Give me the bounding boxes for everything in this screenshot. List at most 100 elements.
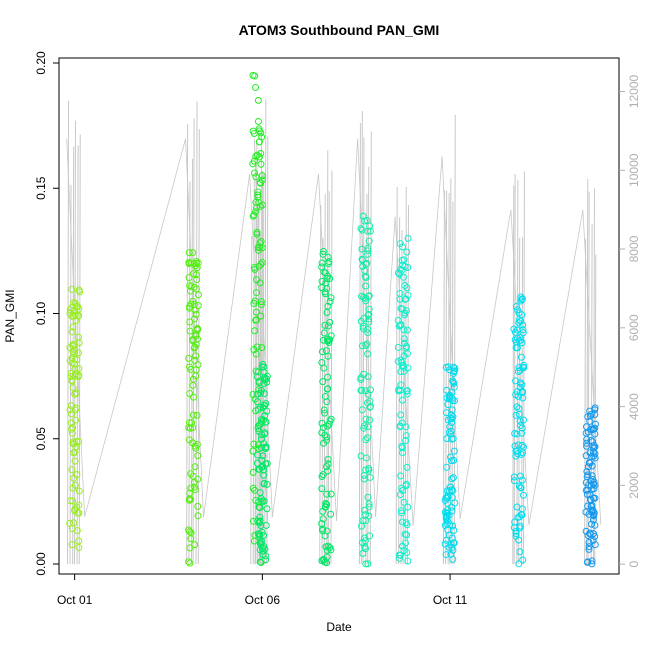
data-point	[327, 332, 335, 340]
data-point	[587, 410, 595, 418]
data-point	[186, 544, 194, 552]
y-tick-label: 0.10	[34, 301, 48, 325]
data-point	[251, 297, 259, 305]
data-point	[67, 419, 75, 427]
altitude-spike	[367, 166, 370, 565]
data-point	[261, 430, 269, 438]
data-point	[516, 366, 524, 374]
data-point	[322, 499, 330, 507]
data-point	[323, 433, 331, 441]
data-point	[327, 294, 335, 302]
data-point	[449, 555, 457, 563]
data-point	[362, 415, 370, 423]
y2-tick-label: 12000	[627, 74, 641, 108]
data-point	[189, 336, 197, 344]
transit-line	[84, 138, 186, 517]
data-point	[366, 227, 374, 235]
data-point	[359, 516, 367, 524]
data-point	[365, 292, 373, 300]
data-point	[323, 309, 331, 317]
data-point	[325, 258, 333, 266]
data-point	[395, 387, 403, 395]
data-point	[510, 477, 518, 485]
altitude-spike	[250, 235, 253, 565]
data-point	[444, 363, 452, 371]
data-point	[516, 548, 524, 556]
data-point	[396, 491, 404, 499]
data-point	[518, 296, 526, 304]
altitude-spike	[188, 181, 191, 565]
data-point	[249, 212, 257, 220]
y2-axis: 0 2000 4000 6000 8000 10000 12000	[619, 74, 641, 567]
data-point	[404, 557, 412, 565]
data-point	[361, 506, 369, 514]
altitude-spike	[395, 187, 398, 565]
data-point	[253, 316, 261, 324]
data-point	[257, 160, 265, 168]
data-point	[357, 317, 365, 325]
data-point	[324, 253, 332, 261]
data-point	[449, 378, 457, 386]
data-point	[68, 285, 76, 293]
data-point	[185, 424, 193, 432]
data-point	[512, 344, 520, 352]
data-point	[73, 503, 81, 511]
data-point	[518, 441, 526, 449]
data-point	[191, 343, 199, 351]
data-point	[448, 494, 456, 502]
y-tick-label: 0.05	[34, 427, 48, 451]
data-point	[584, 413, 592, 421]
data-point	[358, 245, 366, 253]
altitude-spike	[404, 186, 407, 565]
data-point	[586, 449, 594, 457]
data-point	[252, 84, 260, 92]
data-point	[511, 429, 519, 437]
data-point	[516, 472, 524, 480]
data-point	[591, 533, 599, 541]
data-point	[323, 527, 331, 535]
data-point	[187, 470, 195, 478]
data-point	[364, 493, 372, 501]
data-point	[257, 386, 265, 394]
data-point	[396, 551, 404, 559]
data-point	[256, 504, 264, 512]
altitude-spike	[266, 136, 269, 565]
data-point	[394, 357, 402, 365]
data-point	[187, 495, 195, 503]
data-point	[249, 468, 257, 476]
data-point	[514, 450, 522, 458]
data-point	[318, 527, 326, 535]
y2-tick-label: 6000	[627, 314, 641, 341]
data-point	[71, 390, 79, 398]
data-point	[362, 454, 370, 462]
data-point	[193, 276, 201, 284]
data-point	[258, 259, 266, 267]
data-point	[515, 405, 523, 413]
data-point	[254, 96, 262, 104]
data-point	[584, 502, 592, 510]
data-point	[398, 442, 406, 450]
data-point	[254, 117, 262, 125]
altitude-spike	[67, 100, 70, 565]
data-point	[192, 366, 200, 374]
data-point	[362, 294, 370, 302]
data-point	[74, 312, 82, 320]
data-point	[259, 416, 267, 424]
data-point	[75, 365, 83, 373]
data-point	[514, 306, 522, 314]
data-point	[189, 393, 197, 401]
altitude-spike	[330, 170, 333, 565]
data-point	[443, 386, 451, 394]
data-point	[76, 288, 84, 296]
data-point	[397, 507, 405, 515]
data-point	[260, 368, 268, 376]
data-point	[252, 173, 260, 181]
data-point	[584, 463, 592, 471]
y2-tick-label: 4000	[627, 393, 641, 420]
data-point	[186, 390, 194, 398]
data-point	[320, 406, 328, 414]
data-point	[254, 424, 262, 432]
data-point	[257, 312, 265, 320]
data-point	[402, 436, 410, 444]
data-point	[519, 329, 527, 337]
